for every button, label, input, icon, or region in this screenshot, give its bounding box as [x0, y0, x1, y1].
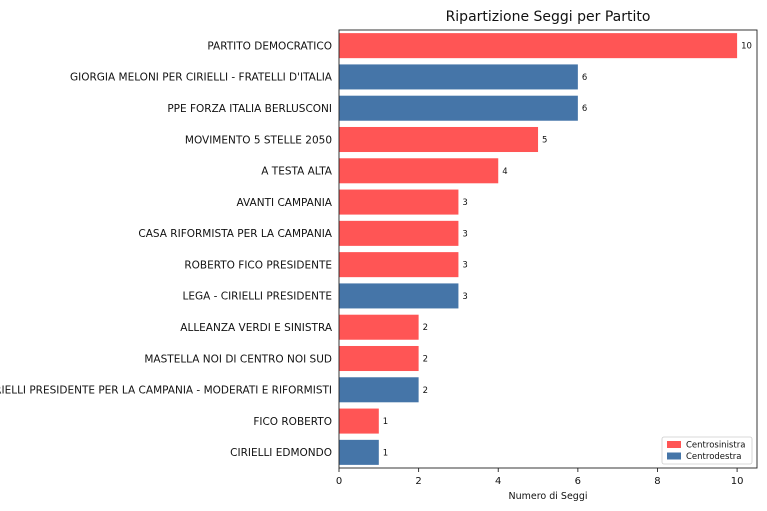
category-label: PPE FORZA ITALIA BERLUSCONI: [167, 103, 332, 115]
bar: [339, 314, 419, 340]
data-label: 3: [462, 292, 467, 302]
bar: [339, 283, 459, 309]
data-label: 1: [383, 448, 388, 458]
bar: [339, 252, 459, 278]
data-label: 3: [462, 229, 467, 239]
category-label: ROBERTO FICO PRESIDENTE: [184, 259, 332, 271]
plot-frame: [338, 29, 758, 469]
bar: [339, 377, 419, 403]
category-label: CIRIELLI EDMONDO: [230, 447, 332, 459]
data-label: 2: [423, 355, 428, 365]
x-axis-label: Numero di Seggi: [508, 491, 587, 502]
data-label: 4: [502, 167, 507, 177]
data-label: 2: [423, 323, 428, 333]
data-label: 6: [582, 73, 587, 83]
legend-box: [661, 436, 753, 465]
x-axis: 0 2 4 6 8 10: [336, 468, 744, 487]
category-label: MOVIMENTO 5 STELLE 2050: [185, 134, 332, 146]
x-tick-label: 0: [336, 476, 342, 487]
bar: [339, 220, 459, 246]
category-label: A TESTA ALTA: [261, 166, 333, 178]
bar: [339, 95, 578, 121]
bar: [339, 158, 499, 184]
data-label: 10: [741, 42, 752, 52]
category-label: AVANTI CAMPANIA: [237, 197, 333, 209]
bar: [339, 64, 578, 90]
bars-layer: [339, 33, 738, 465]
bar: [339, 126, 539, 153]
x-tick-label: 6: [575, 476, 581, 487]
bar: [339, 439, 379, 465]
legend-label: Centrodestra: [686, 452, 741, 462]
category-label: CIRIELLI PRESIDENTE PER LA CAMPANIA - MO…: [0, 385, 332, 397]
category-labels: PARTITO DEMOCRATICO GIORGIA MELONI PER CI…: [0, 40, 333, 459]
data-label: 3: [462, 261, 467, 271]
x-tick-label: 8: [654, 476, 660, 487]
category-label: CASA RIFORMISTA PER LA CAMPANIA: [138, 228, 332, 240]
data-label: 3: [462, 198, 467, 208]
bar: [339, 345, 419, 372]
data-label: 1: [383, 417, 388, 427]
legend-label: Centrosinistra: [686, 441, 745, 451]
bar: [339, 33, 738, 59]
category-label: ALLEANZA VERDI E SINISTRA: [180, 322, 333, 334]
category-label: MASTELLA NOI DI CENTRO NOI SUD: [144, 353, 332, 365]
chart-title: Ripartizione Seggi per Partito: [446, 9, 651, 25]
x-tick-label: 10: [731, 476, 744, 487]
x-tick-label: 4: [495, 476, 501, 487]
data-label: 5: [542, 136, 547, 146]
data-labels: 10 6 6 5 4 3 3 3 3 2 2 2 1 1: [383, 42, 752, 459]
bar: [339, 189, 459, 215]
category-label: FICO ROBERTO: [253, 416, 332, 428]
data-label: 6: [582, 104, 587, 114]
x-tick-label: 2: [415, 476, 421, 487]
legend-swatch: [667, 441, 681, 448]
category-label: GIORGIA MELONI PER CIRIELLI - FRATELLI D…: [70, 72, 333, 84]
legend-swatch: [667, 452, 681, 460]
bar: [339, 408, 379, 434]
category-label: PARTITO DEMOCRATICO: [207, 40, 332, 52]
category-label: LEGA - CIRIELLI PRESIDENTE: [182, 291, 332, 303]
data-label: 2: [423, 386, 428, 396]
